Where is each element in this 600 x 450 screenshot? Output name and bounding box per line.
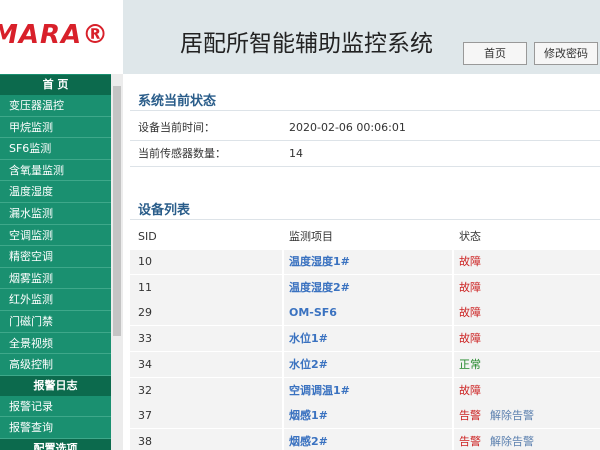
status-cell: 故障 (459, 255, 481, 268)
column-header: 状态 (459, 230, 481, 243)
column-divider (282, 224, 284, 450)
status-cell: 告警 (459, 409, 481, 423)
menu-item[interactable]: 温度湿度 (0, 181, 111, 203)
menu-item[interactable]: 全景视频 (0, 333, 111, 355)
logo: MARA® (0, 0, 123, 74)
field-value: 2020-02-06 00:06:01 (289, 121, 406, 134)
status-cell: 故障 (459, 383, 481, 397)
page-title: 居配所智能辅助监控系统 (180, 31, 433, 57)
table-row (130, 274, 600, 300)
column-header: SID (138, 230, 157, 243)
sid-cell: 11 (138, 280, 152, 294)
sid-cell: 32 (138, 383, 152, 397)
section-title: 设备列表 (138, 203, 191, 218)
password-button[interactable]: 修改密码 (534, 42, 598, 65)
menu-item[interactable]: 甲烷监测 (0, 117, 111, 139)
home-button[interactable]: 首页 (463, 42, 527, 65)
clear-alarm-link[interactable]: 解除告警 (490, 434, 534, 448)
item-link[interactable]: 水位2# (289, 357, 328, 371)
table-row (130, 300, 600, 326)
sid-cell: 34 (138, 357, 152, 371)
field-label: 当前传感器数量： (138, 147, 226, 160)
column-divider (452, 224, 454, 450)
sid-cell: 38 (138, 434, 152, 448)
scroll-thumb[interactable] (113, 86, 121, 336)
menu-item[interactable]: 含氧量监测 (0, 160, 111, 182)
sid-cell: 37 (138, 409, 152, 423)
table-row (130, 403, 600, 429)
item-link[interactable]: 空调调温1# (289, 383, 350, 397)
status-cell: 告警 (459, 434, 481, 448)
item-link[interactable]: 温度湿度1# (289, 255, 350, 268)
field-value: 14 (289, 147, 303, 160)
item-link[interactable]: 烟感2# (289, 434, 328, 448)
menu-section[interactable]: 报警日志 (0, 375, 111, 396)
table-row (130, 428, 600, 450)
table-row (130, 377, 600, 403)
menu-item[interactable]: 变压器温控 (0, 95, 111, 117)
menu-item[interactable]: 报警查询 (0, 417, 111, 439)
item-link[interactable]: 水位1# (289, 332, 328, 346)
menu-section[interactable]: 首 页 (0, 75, 111, 95)
menu-item[interactable]: 高级控制 (0, 354, 111, 376)
divider (130, 110, 600, 111)
status-cell: 正常 (459, 357, 481, 371)
sid-cell: 10 (138, 255, 152, 268)
row-divider (130, 140, 600, 141)
sid-cell: 29 (138, 306, 152, 320)
menu-section[interactable]: 配置选项 (0, 439, 111, 450)
menu-item[interactable]: 空调监测 (0, 225, 111, 247)
row-divider (130, 248, 600, 250)
menu-item[interactable]: 门磁门禁 (0, 311, 111, 333)
menu-item[interactable]: SF6监测 (0, 138, 111, 160)
table-row (130, 249, 600, 274)
item-link[interactable]: OM-SF6 (289, 306, 337, 320)
menu-item[interactable]: 漏水监测 (0, 203, 111, 225)
menu-item[interactable]: 红外监测 (0, 289, 111, 311)
sid-cell: 33 (138, 332, 152, 346)
menu-item[interactable]: 精密空调 (0, 246, 111, 268)
table-row (130, 326, 600, 352)
clear-alarm-link[interactable]: 解除告警 (490, 409, 534, 423)
status-cell: 故障 (459, 332, 481, 346)
status-cell: 故障 (459, 306, 481, 320)
field-label: 设备当前时间： (138, 121, 215, 134)
status-cell: 故障 (459, 280, 481, 294)
table-row (130, 351, 600, 377)
menu-item[interactable]: 烟雾监测 (0, 268, 111, 290)
item-link[interactable]: 烟感1# (289, 409, 328, 423)
column-header: 监测项目 (289, 230, 333, 243)
item-link[interactable]: 温度湿度2# (289, 280, 350, 294)
menu-item[interactable]: 报警记录 (0, 396, 111, 418)
divider (130, 219, 600, 220)
section-title: 系统当前状态 (138, 94, 217, 109)
row-divider (130, 166, 600, 167)
